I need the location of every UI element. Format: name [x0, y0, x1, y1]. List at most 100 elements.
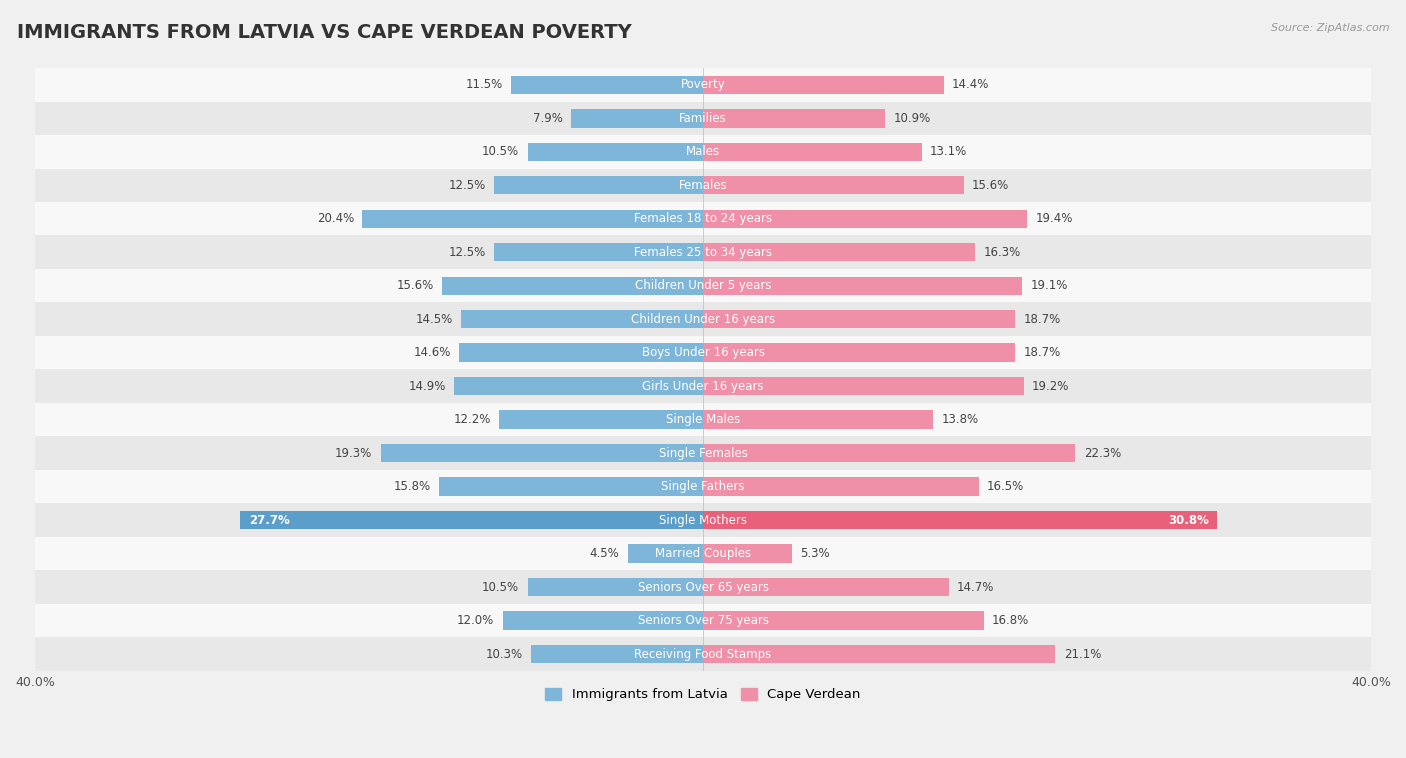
- Bar: [35, 135, 1371, 168]
- Bar: [703, 243, 976, 262]
- Text: 19.3%: 19.3%: [335, 446, 373, 459]
- Bar: [35, 537, 1371, 570]
- Text: 11.5%: 11.5%: [465, 78, 502, 91]
- Text: Girls Under 16 years: Girls Under 16 years: [643, 380, 763, 393]
- Bar: [703, 645, 1056, 663]
- Bar: [502, 612, 703, 630]
- Text: 22.3%: 22.3%: [1084, 446, 1121, 459]
- Text: Seniors Over 75 years: Seniors Over 75 years: [637, 614, 769, 627]
- Text: Females 25 to 34 years: Females 25 to 34 years: [634, 246, 772, 258]
- Bar: [35, 637, 1371, 671]
- Text: Married Couples: Married Couples: [655, 547, 751, 560]
- Text: Females: Females: [679, 179, 727, 192]
- Text: Poverty: Poverty: [681, 78, 725, 91]
- Bar: [703, 478, 979, 496]
- Bar: [35, 269, 1371, 302]
- Bar: [35, 202, 1371, 236]
- Bar: [527, 578, 703, 597]
- Bar: [703, 544, 792, 563]
- Bar: [35, 102, 1371, 135]
- Bar: [35, 236, 1371, 269]
- Text: 12.2%: 12.2%: [454, 413, 491, 426]
- Bar: [571, 109, 703, 127]
- Text: 14.4%: 14.4%: [952, 78, 990, 91]
- Text: 5.3%: 5.3%: [800, 547, 830, 560]
- Bar: [35, 604, 1371, 637]
- Bar: [35, 336, 1371, 369]
- Text: 16.8%: 16.8%: [993, 614, 1029, 627]
- Text: 14.9%: 14.9%: [408, 380, 446, 393]
- Text: 15.6%: 15.6%: [396, 279, 434, 293]
- Bar: [703, 511, 1218, 529]
- Bar: [527, 143, 703, 161]
- Text: 27.7%: 27.7%: [249, 514, 290, 527]
- Bar: [35, 302, 1371, 336]
- Text: 12.0%: 12.0%: [457, 614, 495, 627]
- Text: 15.6%: 15.6%: [972, 179, 1010, 192]
- Text: 20.4%: 20.4%: [316, 212, 354, 225]
- Bar: [703, 444, 1076, 462]
- Text: 12.5%: 12.5%: [449, 179, 486, 192]
- Text: 12.5%: 12.5%: [449, 246, 486, 258]
- Text: 19.1%: 19.1%: [1031, 279, 1067, 293]
- Text: 30.8%: 30.8%: [1168, 514, 1209, 527]
- Text: 4.5%: 4.5%: [589, 547, 620, 560]
- Text: 13.1%: 13.1%: [931, 146, 967, 158]
- Text: 16.3%: 16.3%: [984, 246, 1021, 258]
- Bar: [703, 343, 1015, 362]
- Text: 19.4%: 19.4%: [1035, 212, 1073, 225]
- Bar: [703, 612, 984, 630]
- Legend: Immigrants from Latvia, Cape Verdean: Immigrants from Latvia, Cape Verdean: [540, 682, 866, 706]
- Text: Single Males: Single Males: [666, 413, 740, 426]
- Bar: [495, 176, 703, 195]
- Bar: [35, 369, 1371, 403]
- Bar: [703, 578, 949, 597]
- Bar: [703, 176, 963, 195]
- Bar: [35, 68, 1371, 102]
- Text: Females 18 to 24 years: Females 18 to 24 years: [634, 212, 772, 225]
- Bar: [439, 478, 703, 496]
- Text: Seniors Over 65 years: Seniors Over 65 years: [637, 581, 769, 594]
- Text: 10.5%: 10.5%: [482, 146, 519, 158]
- Bar: [35, 503, 1371, 537]
- Text: 14.6%: 14.6%: [413, 346, 451, 359]
- Bar: [499, 411, 703, 429]
- Bar: [443, 277, 703, 295]
- Bar: [703, 209, 1026, 228]
- Text: Single Mothers: Single Mothers: [659, 514, 747, 527]
- Text: 18.7%: 18.7%: [1024, 313, 1062, 326]
- Text: Single Fathers: Single Fathers: [661, 480, 745, 493]
- Text: 15.8%: 15.8%: [394, 480, 430, 493]
- Text: 10.3%: 10.3%: [485, 647, 523, 661]
- Text: Boys Under 16 years: Boys Under 16 years: [641, 346, 765, 359]
- Text: 14.7%: 14.7%: [957, 581, 994, 594]
- Bar: [35, 437, 1371, 470]
- Text: 7.9%: 7.9%: [533, 111, 562, 125]
- Bar: [703, 109, 884, 127]
- Text: Children Under 16 years: Children Under 16 years: [631, 313, 775, 326]
- Bar: [35, 570, 1371, 604]
- Text: 21.1%: 21.1%: [1064, 647, 1101, 661]
- Bar: [703, 377, 1024, 396]
- Bar: [35, 168, 1371, 202]
- Text: 18.7%: 18.7%: [1024, 346, 1062, 359]
- Bar: [35, 470, 1371, 503]
- Text: 10.5%: 10.5%: [482, 581, 519, 594]
- Bar: [703, 310, 1015, 328]
- Text: Children Under 5 years: Children Under 5 years: [634, 279, 772, 293]
- Bar: [495, 243, 703, 262]
- Bar: [510, 76, 703, 94]
- Text: 14.5%: 14.5%: [415, 313, 453, 326]
- Bar: [703, 277, 1022, 295]
- Text: Males: Males: [686, 146, 720, 158]
- Bar: [531, 645, 703, 663]
- Text: 13.8%: 13.8%: [942, 413, 979, 426]
- Bar: [454, 377, 703, 396]
- Bar: [703, 76, 943, 94]
- Bar: [363, 209, 703, 228]
- Text: Source: ZipAtlas.com: Source: ZipAtlas.com: [1271, 23, 1389, 33]
- Bar: [703, 411, 934, 429]
- Text: Receiving Food Stamps: Receiving Food Stamps: [634, 647, 772, 661]
- Text: IMMIGRANTS FROM LATVIA VS CAPE VERDEAN POVERTY: IMMIGRANTS FROM LATVIA VS CAPE VERDEAN P…: [17, 23, 631, 42]
- Text: 10.9%: 10.9%: [893, 111, 931, 125]
